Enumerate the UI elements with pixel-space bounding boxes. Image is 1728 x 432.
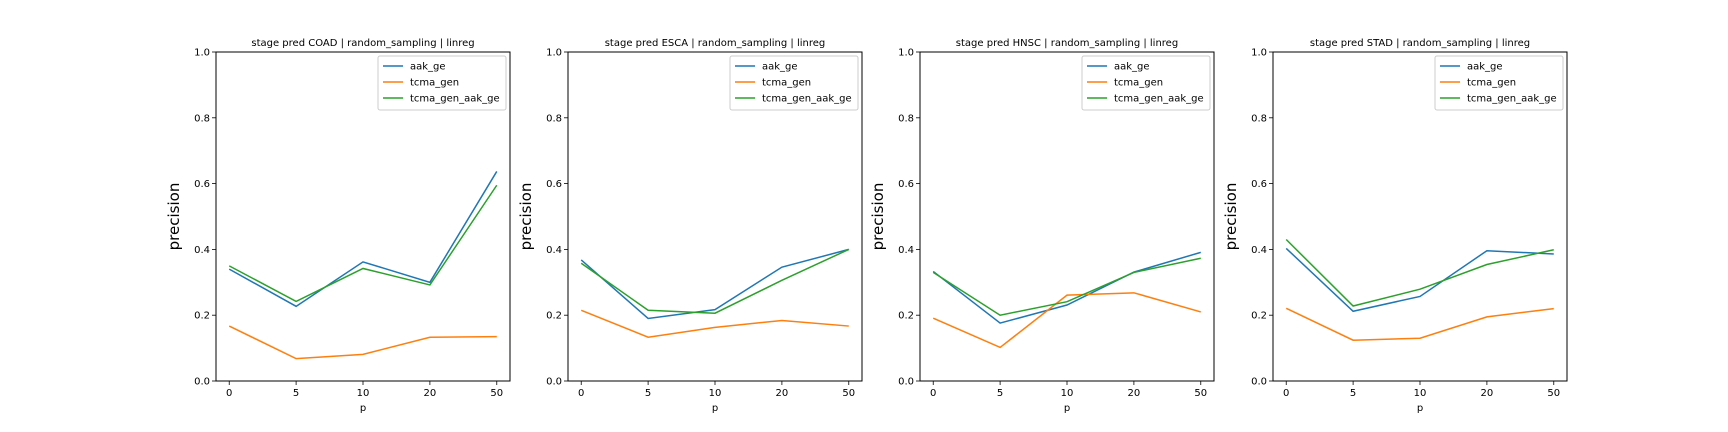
x-tick-label: 10 (1414, 388, 1427, 399)
y-tick-label: 0.4 (1251, 245, 1267, 256)
legend-box (377, 55, 507, 111)
y-tick-label: 0.6 (1251, 179, 1267, 190)
chart-panel-0: 0.0 0.2 0.4 0.6 0.8 1.0 0 5 10 20 50 stage pred COA… (165, 38, 511, 414)
x-tick-label: 5 (645, 388, 651, 399)
y-tick-label: 0.8 (194, 113, 210, 124)
legend-label: aak_ge (1114, 62, 1150, 73)
y-tick-label: 1.0 (194, 48, 210, 59)
y-tick-label: 1.0 (546, 48, 562, 59)
y-tick-label: 0.0 (1251, 377, 1267, 388)
y-tick-label: 0.6 (546, 179, 562, 190)
legend: aak_ge tcma_gen tcma_gen_aak_ge (1434, 55, 1564, 111)
y-tick-label: 0.4 (898, 245, 914, 256)
y-tick-label: 0.8 (898, 113, 914, 124)
legend: aak_ge tcma_gen tcma_gen_aak_ge (377, 55, 507, 111)
legend-label: aak_ge (410, 62, 446, 73)
x-tick-label: 5 (997, 388, 1003, 399)
chart-title: stage pred STAD | random_sampling | linr… (1310, 38, 1530, 49)
x-tick-label: 20 (776, 388, 789, 399)
x-tick-label: 50 (490, 388, 503, 399)
y-tick-label: 1.0 (1251, 48, 1267, 59)
x-tick-label: 10 (1061, 388, 1074, 399)
legend: aak_ge tcma_gen tcma_gen_aak_ge (729, 55, 859, 111)
y-tick-label: 1.0 (898, 48, 914, 59)
y-tick-label: 0.6 (194, 179, 210, 190)
legend-label: aak_ge (1467, 62, 1503, 73)
y-tick-label: 0.8 (1251, 113, 1267, 124)
x-axis-label: p (1417, 403, 1423, 414)
y-axis-label: precision (1222, 183, 1240, 251)
chart-title: stage pred COAD | random_sampling | linr… (251, 38, 474, 49)
x-tick-label: 0 (578, 388, 584, 399)
legend-label: tcma_gen_aak_ge (1467, 94, 1557, 105)
x-tick-label: 0 (226, 388, 232, 399)
x-tick-label: 10 (357, 388, 370, 399)
y-tick-label: 0.2 (194, 311, 210, 322)
y-tick-label: 0.0 (546, 377, 562, 388)
series-line-tcma_gen (580, 309, 849, 339)
series-line-tcma_gen (932, 292, 1201, 349)
x-axis-label: p (360, 403, 366, 414)
legend-label: tcma_gen_aak_ge (410, 94, 500, 105)
x-tick-label: 50 (1547, 388, 1560, 399)
legend-box (1081, 55, 1211, 111)
legend-box (1434, 55, 1564, 111)
y-tick-label: 0.0 (194, 377, 210, 388)
chart-panel-3: 0.0 0.2 0.4 0.6 0.8 1.0 0 5 10 20 50 stage pred STA… (1222, 38, 1568, 414)
x-axis-label: p (1064, 403, 1070, 414)
series-line-tcma_gen (1285, 307, 1554, 341)
y-axis-label: precision (165, 183, 183, 251)
series-line-tcma_gen_aak_ge (228, 184, 498, 303)
y-axis-label: precision (869, 183, 887, 251)
y-tick-label: 0.4 (194, 245, 210, 256)
x-tick-label: 0 (930, 388, 936, 399)
y-tick-label: 0.6 (898, 179, 914, 190)
legend-label: tcma_gen_aak_ge (762, 94, 852, 105)
y-tick-label: 0.0 (898, 377, 914, 388)
series-line-tcma_gen_aak_ge (1285, 238, 1554, 307)
x-tick-label: 5 (293, 388, 299, 399)
x-tick-label: 20 (1128, 388, 1141, 399)
legend: aak_ge tcma_gen tcma_gen_aak_ge (1081, 55, 1211, 111)
series-line-tcma_gen (228, 325, 497, 360)
legend-label: tcma_gen (410, 78, 459, 89)
chart-panel-1: 0.0 0.2 0.4 0.6 0.8 1.0 0 5 10 20 50 stage pred ESC… (517, 38, 863, 414)
legend-label: tcma_gen_aak_ge (1114, 94, 1204, 105)
series-line-aak_ge (580, 248, 849, 320)
y-tick-label: 0.2 (546, 311, 562, 322)
series-line-aak_ge (932, 251, 1201, 324)
chart-title: stage pred HNSC | random_sampling | linr… (956, 38, 1178, 49)
x-tick-label: 50 (842, 388, 855, 399)
y-tick-label: 0.4 (546, 245, 562, 256)
x-tick-label: 0 (1283, 388, 1289, 399)
x-axis-label: p (712, 403, 718, 414)
y-axis-label: precision (517, 183, 535, 251)
legend-label: tcma_gen (1467, 78, 1516, 89)
chart-panel-2: 0.0 0.2 0.4 0.6 0.8 1.0 0 5 10 20 50 stage pred HNS… (869, 38, 1215, 414)
series-line-tcma_gen_aak_ge (932, 257, 1201, 316)
legend-label: tcma_gen (762, 78, 811, 89)
series-line-aak_ge (1285, 247, 1554, 313)
legend-label: aak_ge (762, 62, 798, 73)
y-tick-label: 0.2 (1251, 311, 1267, 322)
y-tick-label: 0.8 (546, 113, 562, 124)
chart-title: stage pred ESCA | random_sampling | linr… (605, 38, 826, 49)
series-line-aak_ge (228, 171, 498, 308)
x-tick-label: 10 (709, 388, 722, 399)
x-tick-label: 20 (424, 388, 437, 399)
x-tick-label: 5 (1350, 388, 1356, 399)
x-tick-label: 20 (1481, 388, 1494, 399)
x-tick-label: 50 (1194, 388, 1207, 399)
series-line-tcma_gen_aak_ge (580, 248, 850, 314)
legend-label: tcma_gen (1114, 78, 1163, 89)
legend-box (729, 55, 859, 111)
y-tick-label: 0.2 (898, 311, 914, 322)
